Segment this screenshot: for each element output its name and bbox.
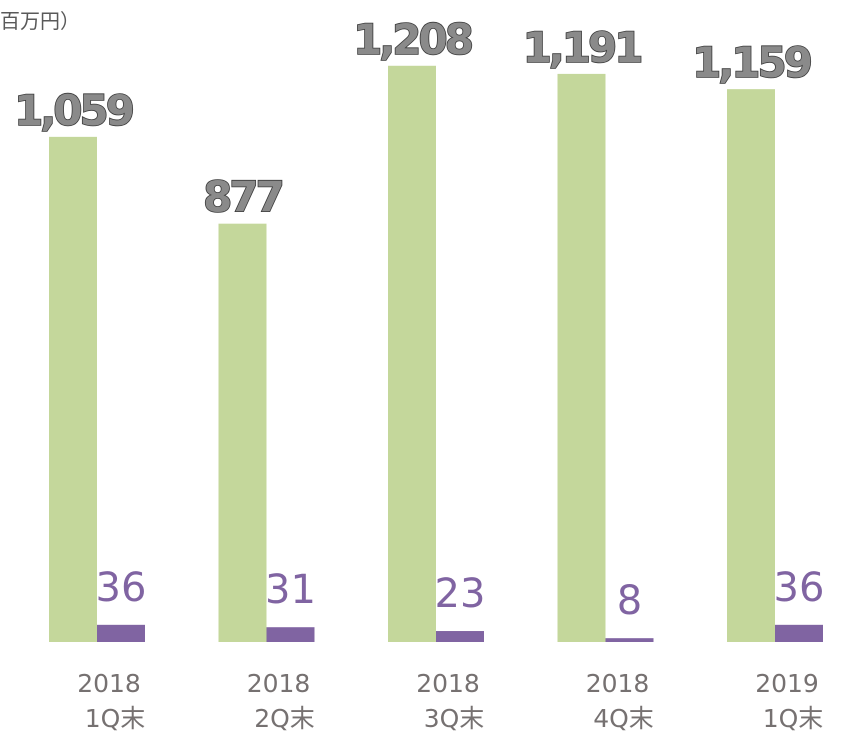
bar xyxy=(266,627,315,642)
data-label: 36 xyxy=(774,565,825,611)
x-tick-label: 2019 xyxy=(755,669,819,698)
data-label: 31 xyxy=(265,567,316,613)
bar xyxy=(436,631,484,642)
bar xyxy=(97,624,145,642)
x-tick-label: 2Q末 xyxy=(254,704,315,733)
x-tick-label: 1Q末 xyxy=(85,704,146,733)
x-tick-label: 2018 xyxy=(586,669,650,698)
data-label: 8 xyxy=(617,578,642,624)
bar xyxy=(49,136,97,642)
data-label: 1,191 xyxy=(523,23,642,72)
bar xyxy=(388,65,436,642)
x-tick-label: 2018 xyxy=(77,669,141,698)
data-label: 877 xyxy=(203,173,282,222)
data-label: 1,159 xyxy=(692,38,811,87)
data-label: 36 xyxy=(96,565,147,611)
bar xyxy=(605,638,654,642)
bar xyxy=(775,624,823,642)
data-label: 23 xyxy=(435,571,486,617)
bar xyxy=(557,73,606,642)
x-tick-label: 2018 xyxy=(416,669,480,698)
data-label: 1,208 xyxy=(353,15,472,64)
bar xyxy=(727,89,775,643)
x-tick-label: 2018 xyxy=(247,669,311,698)
x-tick-label: 1Q末 xyxy=(763,704,824,733)
data-label: 1,059 xyxy=(14,86,133,135)
bar xyxy=(218,223,267,642)
x-tick-label: 3Q末 xyxy=(424,704,485,733)
unit-label: 百万円） xyxy=(0,9,80,33)
x-tick-label: 4Q末 xyxy=(593,704,654,733)
